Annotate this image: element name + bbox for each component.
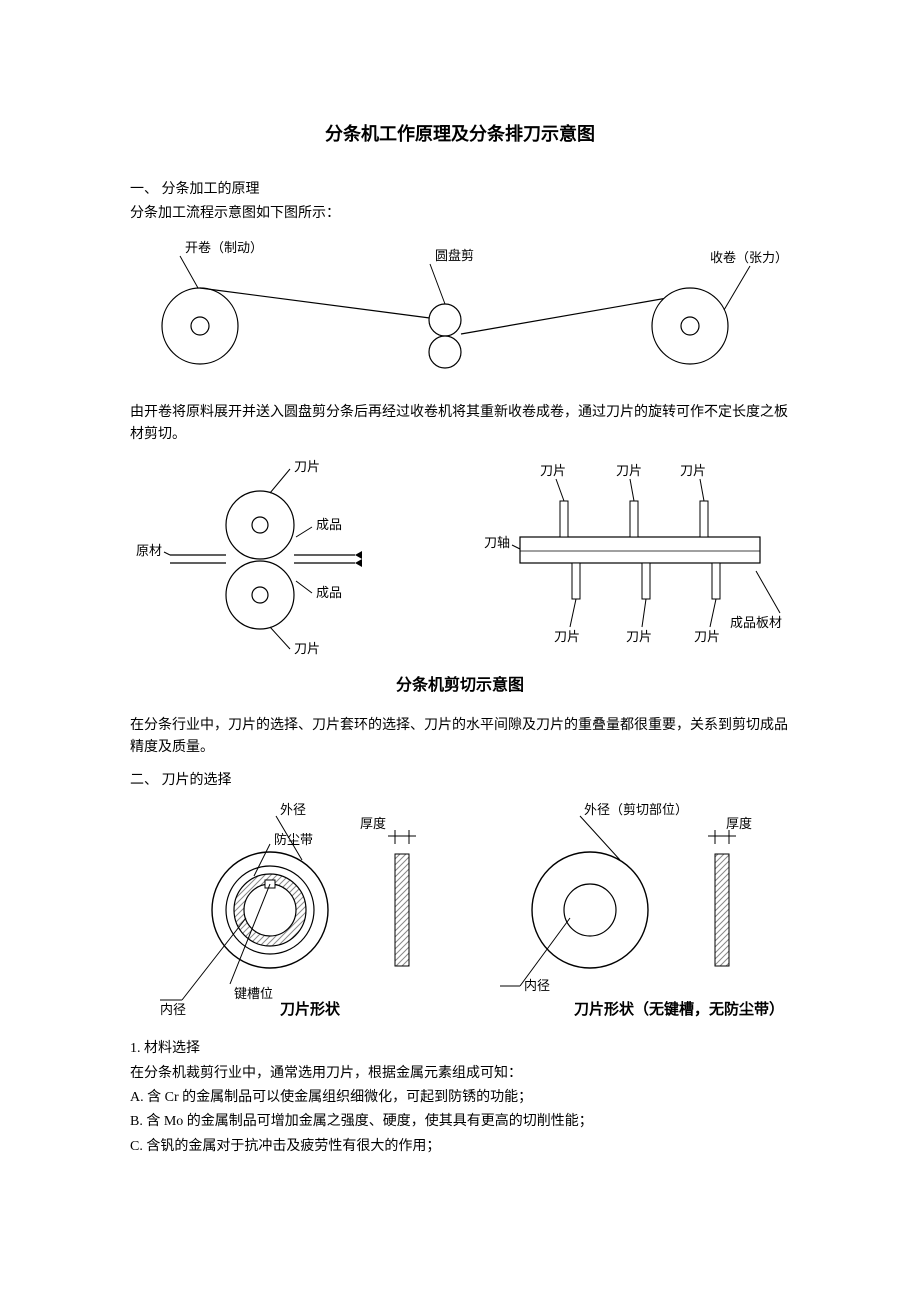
- caption-cutting: 分条机剪切示意图: [130, 673, 790, 699]
- label-thickness-l: 厚度: [360, 816, 386, 831]
- label-id-l: 内径: [160, 1002, 186, 1017]
- sub-1-line1: 在分条机裁剪行业中，通常选用刀片，根据金属元素组成可知：: [130, 1063, 790, 1085]
- label-product-2: 成品: [316, 585, 342, 600]
- label-rewind: 收卷（张力）: [710, 250, 788, 265]
- label-blade-top: 刀片: [294, 459, 320, 474]
- page-title: 分条机工作原理及分条排刀示意图: [130, 120, 790, 149]
- label-blade-r2: 刀片: [616, 463, 642, 478]
- para-after-d2: 在分条行业中，刀片的选择、刀片套环的选择、刀片的水平间隙及刀片的重叠量都很重要，…: [130, 715, 790, 760]
- caption-blade-r: 刀片形状（无键槽，无防尘带）: [574, 1000, 784, 1018]
- label-blade-b3: 刀片: [694, 629, 720, 644]
- label-product-1: 成品: [316, 517, 342, 532]
- label-dust: 防尘带: [274, 832, 313, 847]
- label-keyway: 键槽位: [234, 986, 273, 1001]
- label-blade-bottom: 刀片: [294, 641, 320, 655]
- label-uncoil: 开卷（制动）: [185, 240, 263, 255]
- section-2-heading: 二、 刀片的选择: [130, 770, 790, 792]
- label-disc-shear: 圆盘剪: [435, 248, 474, 263]
- sub-1-A: A. 含 Cr 的金属制品可以使金属组织细微化，可起到防锈的功能；: [130, 1087, 790, 1109]
- label-blade-b1: 刀片: [554, 629, 580, 644]
- section-1-heading: 一、 分条加工的原理: [130, 179, 790, 201]
- label-product-plate: 成品板材: [730, 615, 782, 630]
- label-od-r: 外径（剪切部位）: [584, 802, 688, 817]
- sub-1-C: C. 含钒的金属对于抗冲击及疲劳性有很大的作用；: [130, 1136, 790, 1158]
- diagram-process-flow: 开卷（制动） 圆盘剪 收卷（张力）: [130, 234, 790, 392]
- label-shaft: 刀轴: [484, 535, 510, 550]
- caption-blade-l: 刀片形状: [280, 1000, 341, 1018]
- sub-1-num: 1. 材料选择: [130, 1038, 790, 1060]
- section-1-intro: 分条加工流程示意图如下图所示：: [130, 203, 790, 225]
- label-raw-material: 原材: [136, 543, 162, 558]
- label-id-r: 内径: [524, 978, 550, 993]
- label-blade-r3: 刀片: [680, 463, 706, 478]
- label-blade-r1: 刀片: [540, 463, 566, 478]
- diagram-blade-shapes: 厚度 外径 防尘带 键槽位 内径 刀片形状: [130, 800, 790, 1028]
- diagram-cutting: 刀片 刀片 原材 成品 成品: [130, 455, 790, 663]
- para-after-d1: 由开卷将原料展开并送入圆盘剪分条后再经过收卷机将其重新收卷成卷，通过刀片的旋转可…: [130, 402, 790, 447]
- label-od-l: 外径: [280, 802, 306, 817]
- label-blade-b2: 刀片: [626, 629, 652, 644]
- label-thickness-r: 厚度: [726, 816, 752, 831]
- sub-1-B: B. 含 Mo 的金属制品可增加金属之强度、硬度，使其具有更高的切削性能；: [130, 1111, 790, 1133]
